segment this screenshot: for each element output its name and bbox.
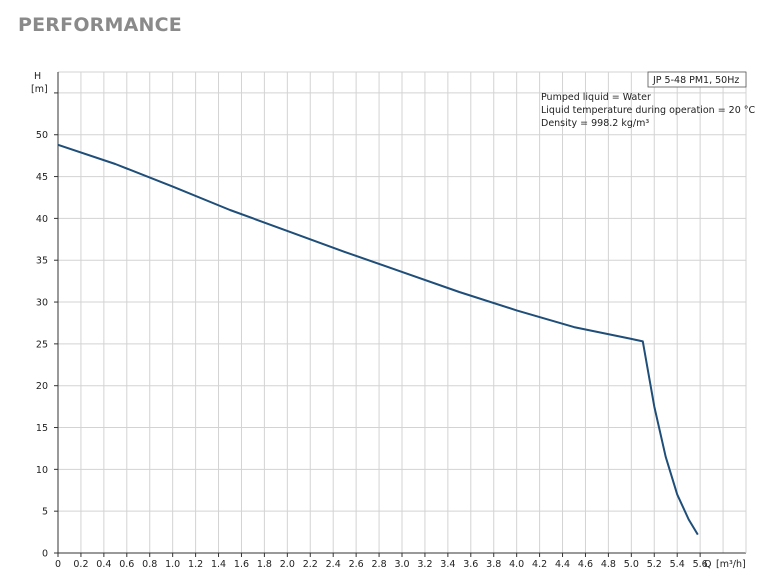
x-tick-label: 5.6	[693, 559, 708, 570]
y-tick-label: 10	[36, 465, 48, 476]
x-tick-label: 2.0	[280, 559, 295, 570]
y-tick-label: 35	[36, 256, 48, 267]
note-temperature: Liquid temperature during operation = 20…	[541, 105, 756, 116]
note-liquid: Pumped liquid = Water	[541, 92, 651, 103]
x-tick-label: 4.6	[578, 559, 593, 570]
x-tick-label: 1.8	[257, 559, 272, 570]
y-axis-unit: [m]	[31, 84, 48, 95]
y-axis-ticks: 0 5 10 15 20 25 30 35 40 45 50	[36, 92, 58, 560]
x-tick-label: 2.2	[303, 559, 318, 570]
x-tick-label: 4.8	[601, 559, 616, 570]
x-tick-label: 1.2	[188, 559, 203, 570]
x-tick-label: 1.4	[211, 559, 226, 570]
x-tick-label: 5.2	[647, 559, 662, 570]
x-tick-label: 0.2	[73, 559, 88, 570]
x-tick-label: 4.0	[509, 559, 524, 570]
x-tick-label: 4.4	[555, 559, 570, 570]
x-axis-ticks: 0 0.2 0.4 0.6 0.8 1.0 1.2 1.4 1.6 1.8 2.0 2.2 2.4 2.6…	[55, 553, 708, 570]
y-tick-label: 15	[36, 423, 48, 434]
y-axis-label: H	[34, 71, 41, 82]
legend-box-border	[647, 71, 747, 88]
x-axis-label: Q	[704, 559, 711, 570]
page-title: PERFORMANCE	[18, 14, 182, 36]
chart-notes: Pumped liquid = Water Liquid temperature…	[541, 92, 756, 129]
x-tick-label: 5.4	[670, 559, 685, 570]
x-tick-label: 3.6	[463, 559, 478, 570]
y-tick-label: 45	[36, 172, 48, 183]
legend-box: JP 5-48 PM1, 50Hz	[647, 71, 747, 88]
x-tick-label: 0	[55, 559, 61, 570]
y-tick-label: 30	[36, 298, 48, 309]
x-tick-label: 0.4	[96, 559, 111, 570]
x-tick-label: 2.4	[326, 559, 341, 570]
x-tick-label: 3.4	[440, 559, 455, 570]
note-density: Density = 998.2 kg/m³	[541, 118, 649, 129]
y-tick-label: 20	[36, 381, 48, 392]
y-tick-label: 25	[36, 339, 48, 350]
x-tick-label: 3.0	[394, 559, 409, 570]
y-tick-label: 40	[36, 214, 48, 225]
x-tick-label: 3.2	[417, 559, 432, 570]
series-group	[57, 143, 699, 536]
x-tick-label: 2.8	[372, 559, 387, 570]
x-tick-label: 3.8	[486, 559, 501, 570]
y-tick-label: 5	[42, 507, 48, 518]
x-tick-label: 0.6	[119, 559, 134, 570]
x-tick-label: 2.6	[349, 559, 364, 570]
legend-box-label: JP 5-48 PM1, 50Hz	[652, 75, 739, 86]
series-line	[57, 143, 699, 536]
x-tick-label: 0.8	[142, 559, 157, 570]
chart-grid	[57, 71, 747, 554]
x-tick-label: 4.2	[532, 559, 547, 570]
x-tick-label: 1.0	[165, 559, 180, 570]
y-tick-label: 50	[36, 130, 48, 141]
x-axis-unit: [m³/h]	[716, 559, 746, 570]
y-tick-label: 0	[42, 549, 48, 560]
x-tick-label: 5.0	[624, 559, 639, 570]
x-tick-label: 1.6	[234, 559, 249, 570]
